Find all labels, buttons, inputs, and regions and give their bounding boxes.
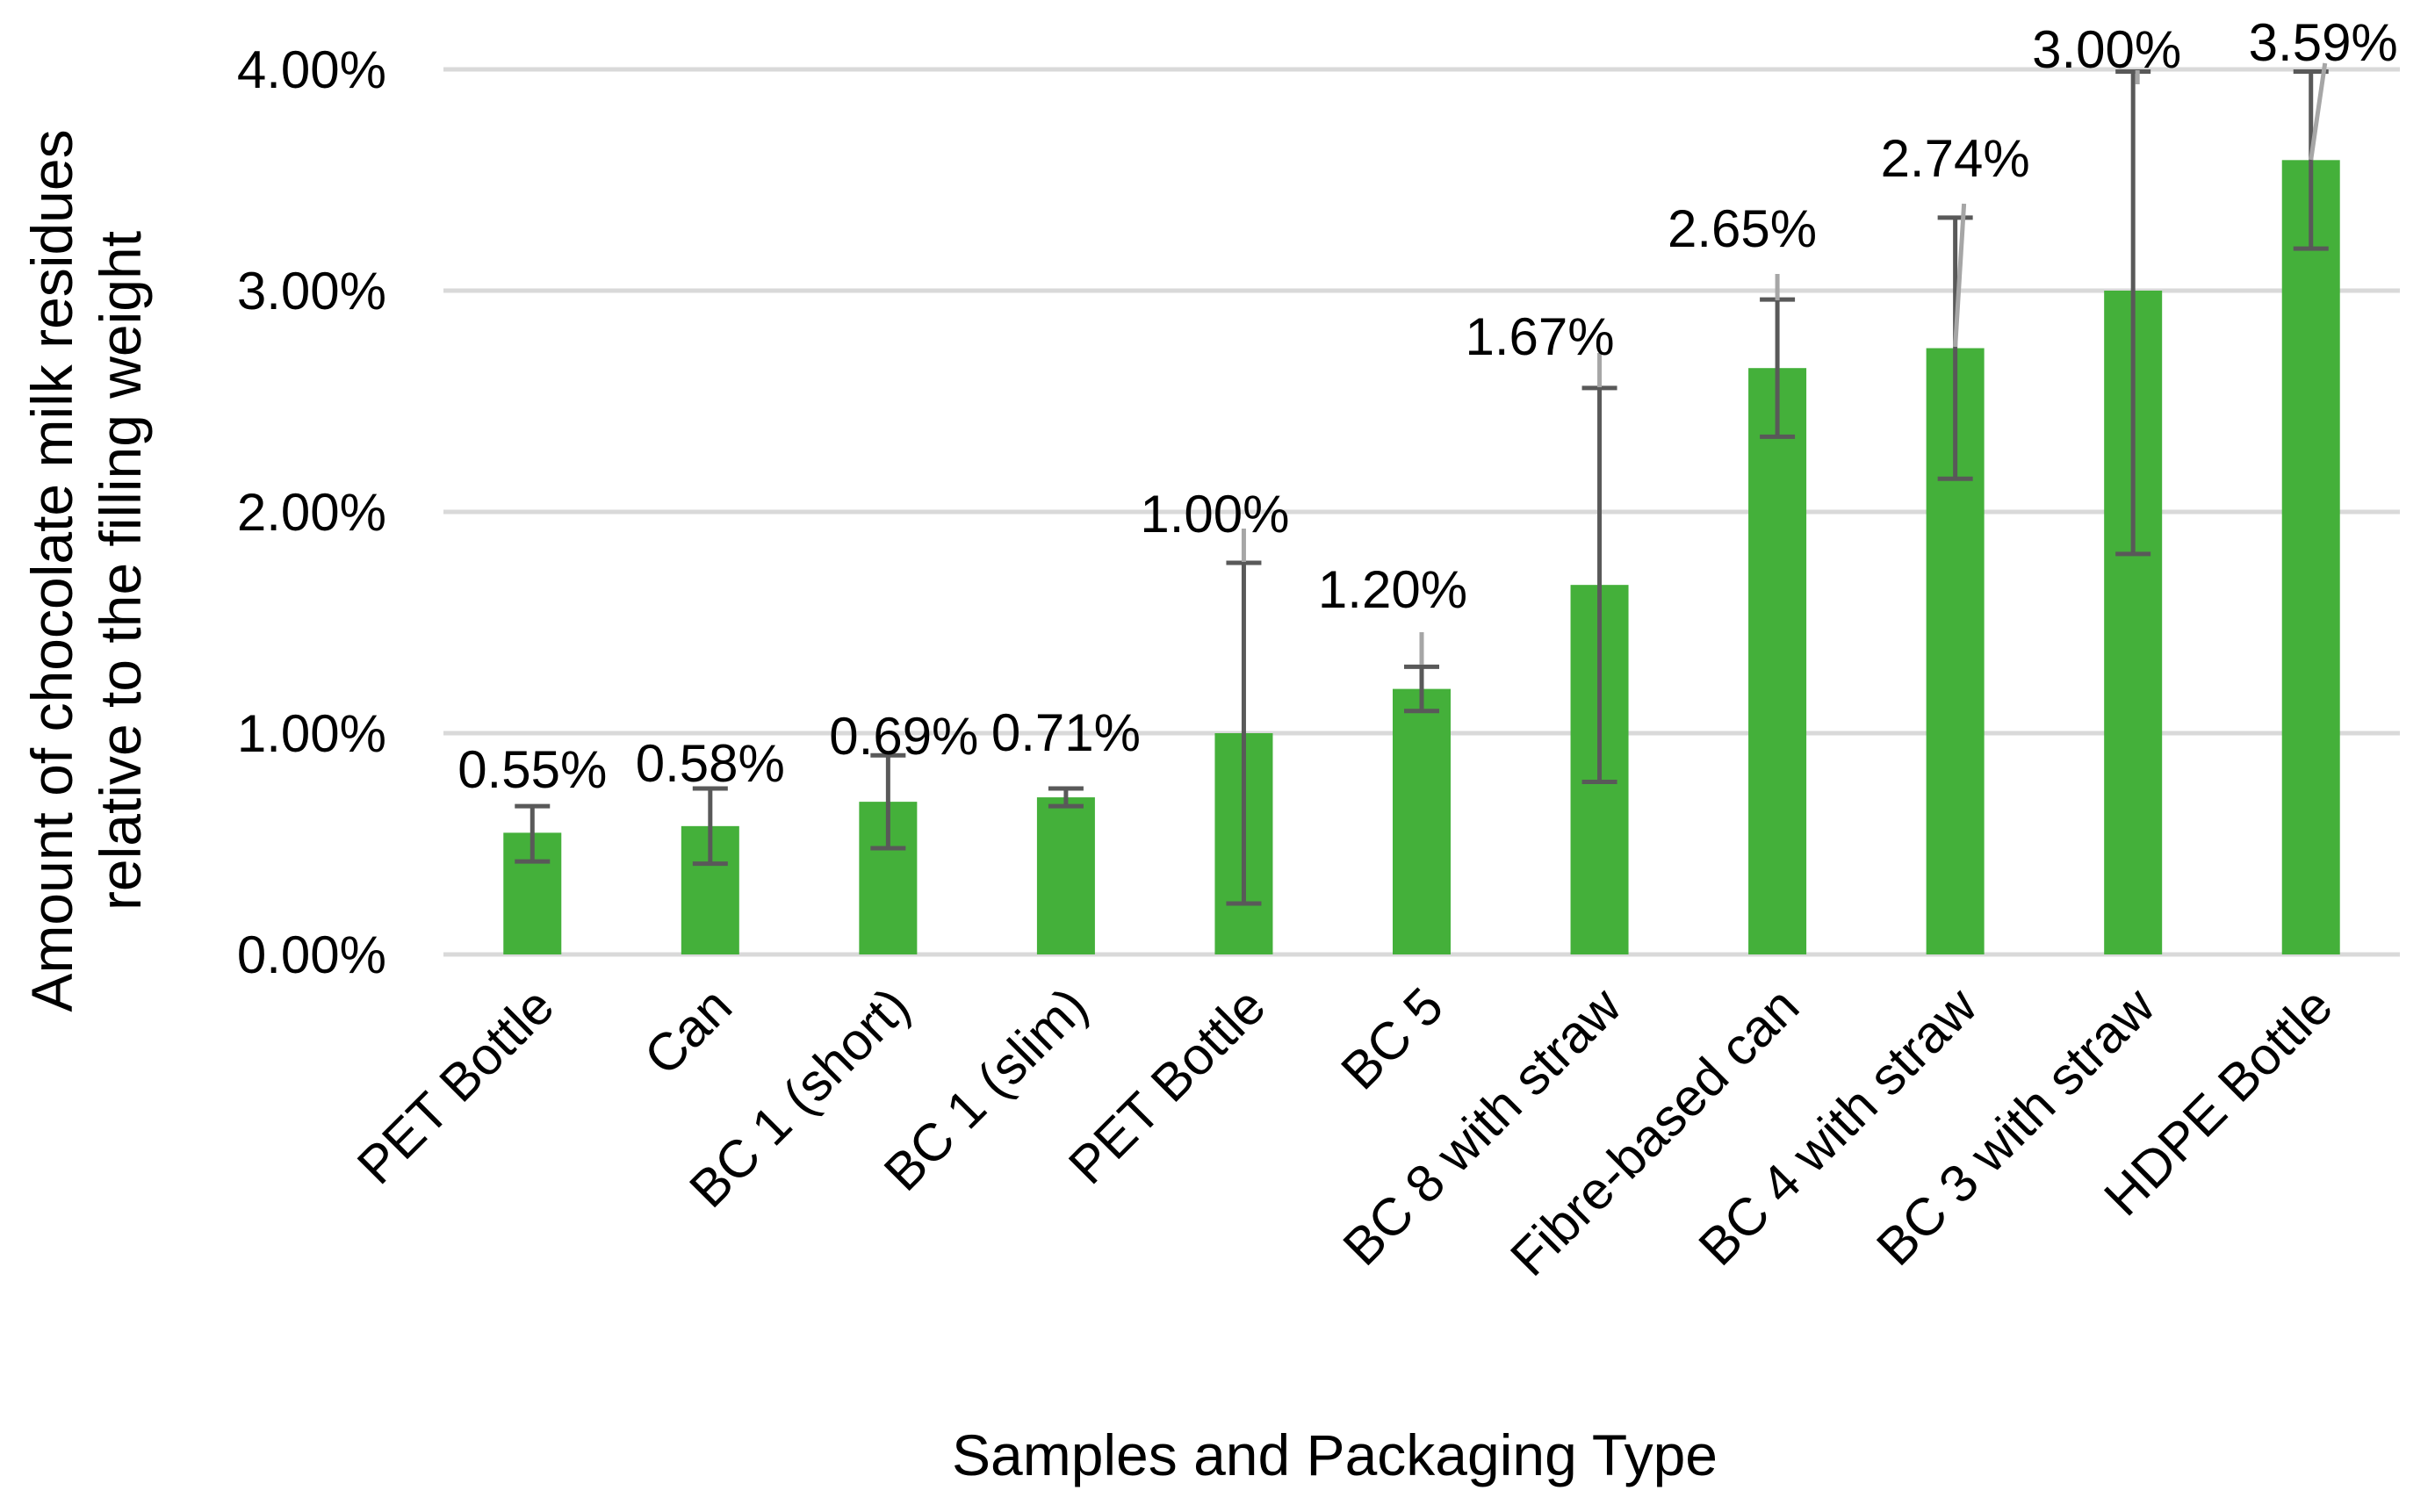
error-bar	[692, 786, 728, 867]
y-tick-label: 2.00%	[237, 483, 386, 542]
x-category-label: PET Bottle	[1057, 976, 1276, 1195]
x-category-label: PET Bottle	[346, 976, 565, 1195]
gridlines	[443, 67, 2400, 957]
x-axis-title: Samples and Packaging Type	[952, 1422, 1718, 1487]
data-label: 0.71%	[991, 703, 1141, 762]
x-category-label: Can	[633, 976, 743, 1086]
error-bar	[2115, 69, 2151, 557]
bar	[1748, 368, 1807, 954]
error-bars	[515, 69, 2329, 906]
x-category-label: BC 5	[1329, 976, 1454, 1101]
label-leader-line	[2309, 62, 2328, 161]
y-axis-ticks: 0.00% 1.00% 2.00% 3.00% 4.00%	[237, 40, 386, 984]
bar	[2281, 160, 2340, 954]
data-label: 1.67%	[1465, 307, 1614, 366]
label-leader-line	[1953, 203, 1967, 348]
error-bar	[515, 803, 551, 864]
data-label: 1.00%	[1140, 485, 1289, 544]
bar	[1036, 797, 1095, 954]
error-bar	[1048, 786, 1084, 809]
bar	[1393, 688, 1451, 954]
error-bar	[1226, 560, 1262, 906]
y-tick-label: 3.00%	[237, 262, 386, 320]
data-label: 3.00%	[2032, 20, 2181, 79]
label-leader-lines	[1241, 62, 2328, 665]
y-tick-label: 0.00%	[237, 925, 386, 984]
data-labels: 0.55% 0.58% 0.69% 0.71% 1.00% 1.20% 1.67% 2.65%…	[457, 13, 2398, 799]
y-axis-title-line-2: relative to the filling weight	[88, 231, 153, 911]
y-tick-label: 4.00%	[237, 40, 386, 99]
error-bar	[1937, 215, 1973, 481]
data-label: 0.58%	[636, 734, 785, 793]
error-bar	[1581, 385, 1617, 784]
error-bar	[870, 752, 906, 851]
y-tick-label: 1.00%	[237, 704, 386, 763]
y-axis-title-line-1: Amount of chocolate milk residues	[19, 129, 84, 1012]
data-label: 2.74%	[1881, 129, 2030, 188]
data-label: 0.55%	[457, 740, 607, 799]
data-label: 1.20%	[1318, 560, 1467, 619]
data-label: 3.59%	[2249, 13, 2398, 72]
y-axis-title-line-2-text: relative to the filling weight	[88, 231, 153, 911]
data-label: 0.69%	[829, 707, 978, 766]
data-label: 2.65%	[1668, 199, 1817, 258]
y-axis-title: Amount of chocolate milk residues	[19, 129, 84, 1012]
error-bar	[1404, 664, 1439, 714]
bars	[503, 160, 2340, 954]
